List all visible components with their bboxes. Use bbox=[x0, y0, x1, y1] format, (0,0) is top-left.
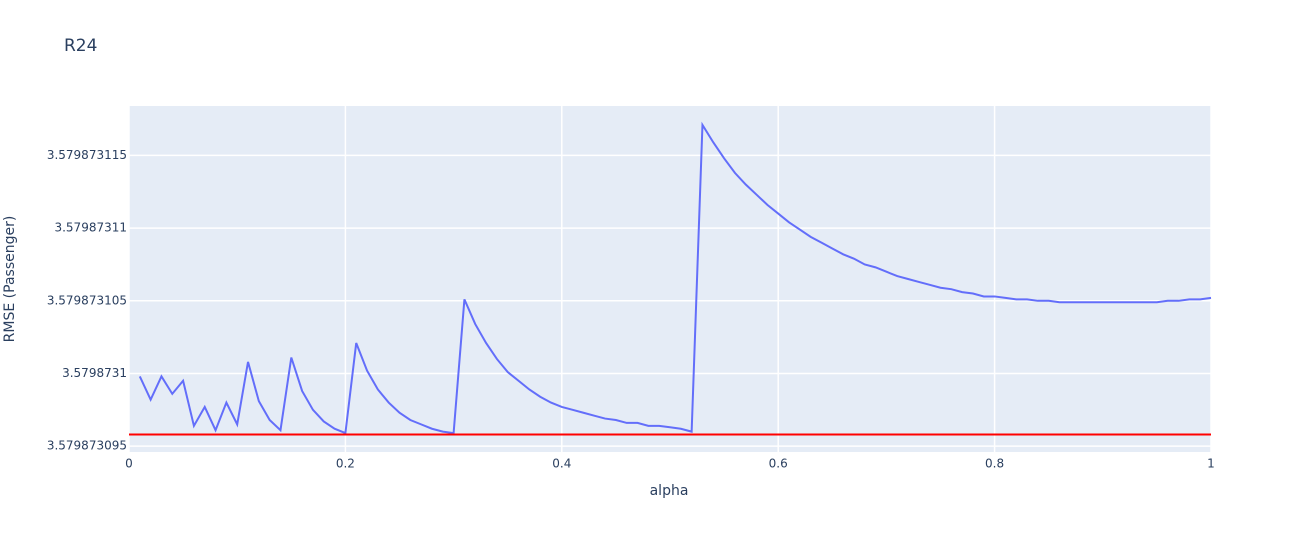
y-tick-label: 3.579873105 bbox=[47, 293, 127, 307]
y-tick-label: 3.579873095 bbox=[47, 439, 127, 453]
plot-area bbox=[129, 106, 1211, 452]
x-tick-label: 0 bbox=[125, 457, 133, 471]
y-tick-label: 3.5798731 bbox=[62, 366, 127, 380]
y-tick-label: 3.579873115 bbox=[47, 148, 127, 162]
x-tick-label: 0.8 bbox=[985, 457, 1004, 471]
x-tick-label: 0.4 bbox=[552, 457, 571, 471]
x-axis-title: alpha bbox=[650, 483, 689, 499]
x-tick-label: 0.2 bbox=[336, 457, 355, 471]
x-tick-label: 1 bbox=[1207, 457, 1215, 471]
line-series bbox=[138, 121, 1212, 435]
y-tick-label: 3.57987311 bbox=[54, 221, 127, 235]
chart-title: R24 bbox=[64, 36, 97, 56]
x-tick-label: 0.6 bbox=[769, 457, 788, 471]
y-axis-title: RMSE (Passenger) bbox=[2, 216, 18, 343]
